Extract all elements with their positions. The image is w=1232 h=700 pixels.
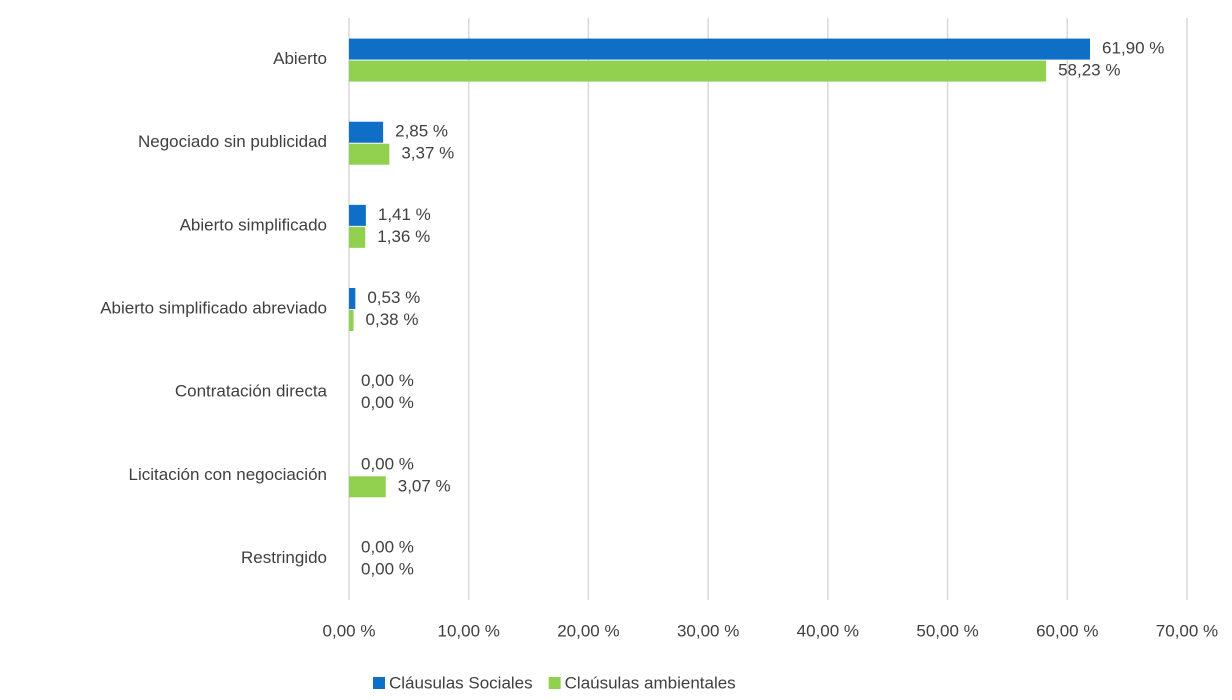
data-label: 1,41 % (378, 205, 431, 224)
bar (349, 288, 356, 309)
data-label: 3,37 % (401, 144, 454, 163)
data-label: 1,36 % (377, 227, 430, 246)
bar (349, 476, 386, 498)
x-tick-label: 70,00 % (1156, 621, 1218, 640)
data-label: 61,90 % (1102, 39, 1164, 58)
bar (349, 226, 366, 248)
bar (349, 38, 1091, 60)
data-label: 0,53 % (367, 288, 420, 307)
legend-label: Cláusulas Sociales (389, 673, 533, 692)
x-tick-label: 10,00 % (438, 621, 500, 640)
bar (349, 204, 366, 226)
data-label: 0,00 % (361, 454, 414, 473)
data-label: 0,00 % (361, 537, 414, 556)
data-label: 0,00 % (361, 393, 414, 412)
x-tick-label: 60,00 % (1036, 621, 1098, 640)
data-label: 3,07 % (398, 476, 451, 495)
x-tick-label: 0,00 % (323, 621, 376, 640)
bar (349, 121, 384, 143)
y-tick-label: Abierto simplificado abreviado (100, 298, 327, 317)
y-tick-label: Licitación con negociación (129, 465, 327, 484)
y-tick-label: Abierto simplificado (180, 215, 327, 234)
data-label: 2,85 % (395, 122, 448, 141)
data-label: 0,00 % (361, 371, 414, 390)
data-label: 0,00 % (361, 559, 414, 578)
y-tick-label: Restringido (241, 548, 327, 567)
y-tick-label: Contratación directa (175, 382, 328, 401)
data-label: 58,23 % (1058, 61, 1120, 80)
x-tick-label: 50,00 % (916, 621, 978, 640)
y-tick-label: Abierto (273, 49, 327, 68)
bar (349, 60, 1047, 82)
bar (349, 143, 390, 165)
bar (349, 310, 354, 331)
legend-label: Claúsulas ambientales (565, 673, 736, 692)
y-tick-label: Negociado sin publicidad (138, 132, 327, 151)
x-tick-label: 30,00 % (677, 621, 739, 640)
legend-swatch (548, 677, 561, 689)
x-tick-label: 40,00 % (797, 621, 859, 640)
legend-swatch (373, 677, 385, 689)
data-label: 0,38 % (366, 310, 419, 329)
x-tick-label: 20,00 % (557, 621, 619, 640)
